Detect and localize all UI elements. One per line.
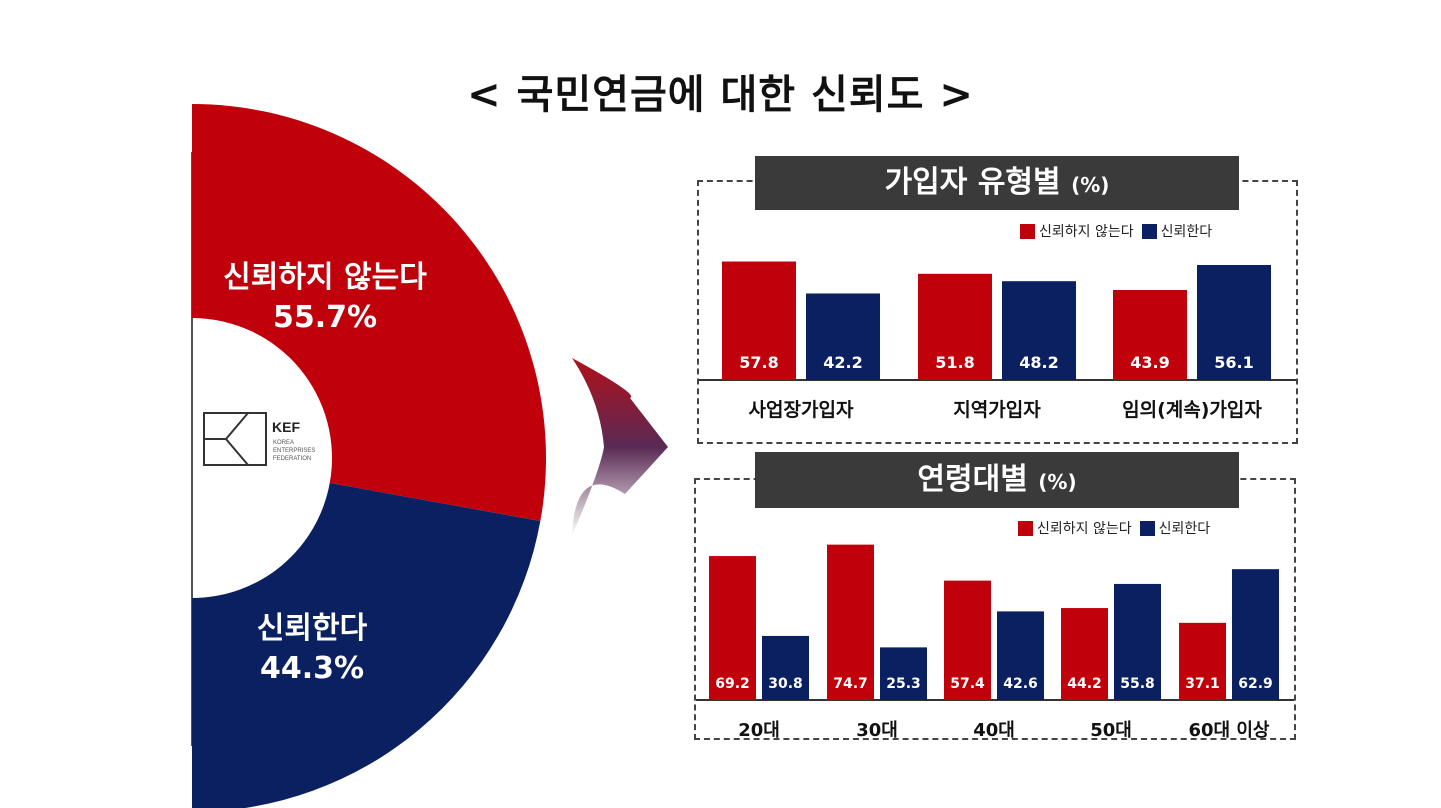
bar-trust (1197, 264, 1271, 380)
donut-slice-label: 신뢰하지 않는다 (223, 260, 427, 295)
legend-item-trust: 신뢰한다 (1141, 221, 1212, 241)
legend-item-distrust: 신뢰하지 않는다 (1020, 221, 1134, 241)
trust-donut-chart: 신뢰하지 않는다 55.7% 신뢰한다 44.3% KEF KOREA ENTERPR… (191, 104, 668, 808)
category-label: 40대 (973, 720, 1015, 741)
bar-value-label: 56.1 (1214, 353, 1253, 372)
subscriber-type-bars: 57.8 42.2 사업장가입자 51.8 48.2 지역가입자 43.9 56.1 임의(계속… (699, 261, 1296, 421)
bar-distrust (1061, 608, 1108, 700)
bar-trust (997, 611, 1044, 700)
donut-slice-label: 신뢰한다 (257, 611, 368, 646)
bar-value-label: 48.2 (1019, 353, 1058, 372)
bar-value-label: 62.9 (1238, 676, 1273, 692)
arrow-shape (572, 358, 668, 536)
subscriber-type-panel-title: 가입자 유형별 (%) (755, 156, 1239, 210)
bar-distrust (1113, 290, 1187, 380)
category-label: 지역가입자 (953, 399, 1041, 421)
kef-logo-line1: KOREA (273, 440, 294, 446)
donut-slice-trust (192, 482, 541, 808)
category-label: 20대 (738, 720, 780, 741)
bar-distrust (918, 273, 992, 380)
category-label: 사업장가입자 (749, 399, 854, 421)
bar-trust (762, 635, 809, 700)
legend-item-trust: 신뢰한다 (1139, 518, 1210, 538)
age-group-legend: 신뢰하지 않는다 신뢰한다 (1018, 518, 1210, 538)
bar-value-label: 30.8 (768, 676, 803, 692)
bar-value-label: 55.8 (1120, 676, 1155, 692)
bar-distrust (944, 580, 991, 700)
bar-value-label: 69.2 (715, 676, 750, 692)
bar-trust (880, 647, 927, 700)
bar-value-label: 51.8 (935, 353, 974, 372)
bar-distrust (722, 261, 796, 380)
legend-item-distrust: 신뢰하지 않는다 (1018, 518, 1132, 538)
bar-value-label: 25.3 (886, 676, 921, 692)
bar-trust (1002, 281, 1076, 380)
subscriber-type-legend: 신뢰하지 않는다 신뢰한다 (1020, 221, 1212, 241)
main-title: < 국민연금에 대한 신뢰도 > (467, 72, 974, 118)
bar-trust (806, 293, 880, 380)
kef-logo-text: KEF (272, 419, 300, 435)
kef-logo-line3: FEDERATION (273, 456, 311, 462)
donut-slice-value: 55.7% (273, 300, 377, 335)
category-label: 50대 (1090, 720, 1132, 741)
bar-value-label: 57.8 (739, 353, 778, 372)
donut-slice-distrust (192, 104, 546, 522)
bar-value-label: 42.6 (1003, 676, 1038, 692)
bar-value-label: 37.1 (1185, 676, 1220, 692)
bar-distrust (827, 544, 874, 700)
age-group-panel-title: 연령대별 (%) (755, 452, 1239, 508)
kef-logo: KEF KOREA ENTERPRISES FEDERATION (203, 412, 315, 466)
bar-value-label: 74.7 (833, 676, 868, 692)
category-label: 60대 이상 (1189, 720, 1270, 741)
category-label: 임의(계속)가입자 (1122, 399, 1262, 421)
bar-value-label: 44.2 (1067, 676, 1102, 692)
age-group-bars: 69.2 30.8 20대 74.7 25.3 30대 57.4 42.6 40대 44.2 55.… (696, 544, 1294, 741)
bar-distrust (709, 556, 756, 700)
donut-slice-value: 44.3% (260, 651, 364, 686)
bar-trust (1114, 583, 1161, 700)
bar-trust (1232, 569, 1279, 700)
bar-distrust (1179, 622, 1226, 700)
bar-value-label: 57.4 (950, 676, 985, 692)
kef-logo-line2: ENTERPRISES (273, 448, 315, 454)
donut-slices: 신뢰하지 않는다 55.7% 신뢰한다 44.3% (192, 104, 546, 808)
bar-value-label: 43.9 (1130, 353, 1169, 372)
category-label: 30대 (856, 720, 898, 741)
bar-value-label: 42.2 (823, 353, 862, 372)
